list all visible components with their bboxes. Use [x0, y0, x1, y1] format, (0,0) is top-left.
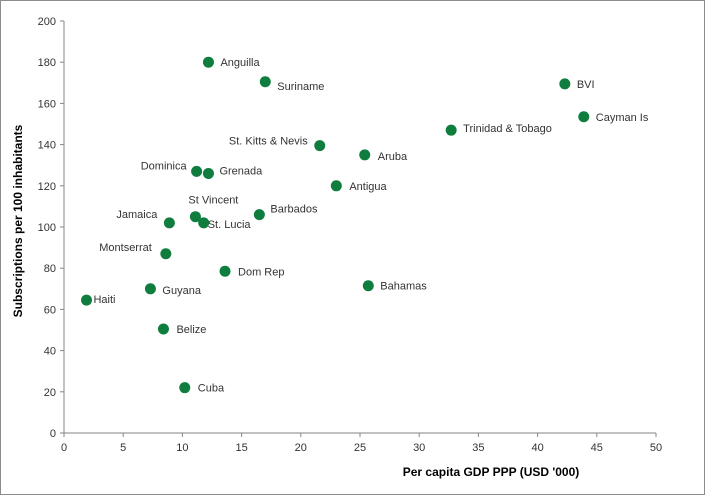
y-tick-label: 60: [44, 304, 56, 316]
point-dom-rep: [219, 265, 231, 277]
x-tick-label: 25: [354, 442, 366, 454]
y-tick-label: 200: [38, 16, 56, 28]
point-dominica: [191, 165, 203, 177]
y-tick-label: 20: [44, 387, 56, 399]
point-barbados: [253, 209, 265, 221]
point-anguilla: [202, 56, 214, 68]
x-tick-label: 20: [295, 442, 307, 454]
x-axis-title: Per capita GDP PPP (USD '000): [403, 465, 579, 479]
label-barbados: Barbados: [270, 204, 318, 216]
point-bahamas: [362, 280, 374, 292]
point-suriname: [259, 76, 271, 88]
point-st-lucia: [198, 217, 210, 229]
label-grenada: Grenada: [219, 165, 263, 177]
point-trinidad-tobago: [445, 124, 457, 136]
label-dominica: Dominica: [141, 160, 188, 172]
x-tick-label: 40: [531, 442, 543, 454]
point-guyana: [144, 283, 156, 295]
x-tick-label: 0: [61, 442, 67, 454]
label-st-vincent: St Vincent: [188, 195, 238, 207]
point-belize: [157, 323, 169, 335]
x-tick-label: 5: [120, 442, 126, 454]
point-grenada: [202, 167, 214, 179]
label-jamaica: Jamaica: [116, 209, 158, 221]
point-montserrat: [160, 248, 172, 260]
y-tick-label: 80: [44, 263, 56, 275]
y-tick-label: 40: [44, 346, 56, 358]
label-cayman-is: Cayman Is: [596, 112, 649, 124]
label-aruba: Aruba: [378, 151, 408, 163]
y-tick-label: 120: [38, 181, 56, 193]
data-labels: Anguilla Suriname BVI Cayman Is Trinidad & T…: [93, 57, 648, 394]
label-guyana: Guyana: [162, 285, 201, 297]
label-bahamas: Bahamas: [380, 281, 427, 293]
label-montserrat: Montserrat: [99, 242, 152, 254]
point-cayman-is: [578, 111, 590, 123]
label-st-lucia: St. Lucia: [208, 219, 252, 231]
label-dom-rep: Dom Rep: [238, 266, 284, 278]
label-suriname: Suriname: [277, 81, 324, 93]
point-antigua: [330, 180, 342, 192]
label-haiti: Haiti: [93, 294, 115, 306]
x-tick-label: 35: [472, 442, 484, 454]
y-tick-label: 100: [38, 222, 56, 234]
y-tick-label: 180: [38, 57, 56, 69]
point-aruba: [359, 149, 371, 161]
point-cuba: [179, 382, 191, 394]
point-jamaica: [163, 217, 175, 229]
label-antigua: Antigua: [349, 181, 387, 193]
y-axis-title: Subscriptions per 100 inhabitants: [11, 124, 25, 317]
x-tick-label: 30: [413, 442, 425, 454]
label-bvi: BVI: [577, 79, 595, 91]
label-cuba: Cuba: [198, 383, 225, 395]
x-axis-ticks: 0 5 10 15 20 25 30 35 40 45 50: [61, 433, 662, 454]
x-tick-label: 45: [591, 442, 603, 454]
point-bvi: [559, 78, 571, 90]
x-tick-label: 10: [176, 442, 188, 454]
label-anguilla: Anguilla: [220, 57, 260, 69]
y-axis-ticks: 0 20 40 60 80 100 120 140 160 180 200: [38, 16, 64, 440]
point-haiti: [80, 294, 92, 306]
label-st-kitts-nevis: St. Kitts & Nevis: [229, 136, 308, 148]
label-trinidad-tobago: Trinidad & Tobago: [463, 123, 552, 135]
point-st-vincent: [189, 211, 201, 223]
x-tick-label: 15: [235, 442, 247, 454]
x-tick-label: 50: [650, 442, 662, 454]
point-st-kitts-nevis: [314, 140, 326, 152]
y-tick-label: 140: [38, 140, 56, 152]
data-points: [80, 56, 590, 394]
label-belize: Belize: [176, 324, 206, 336]
y-tick-label: 160: [38, 98, 56, 110]
y-tick-label: 0: [50, 428, 56, 440]
